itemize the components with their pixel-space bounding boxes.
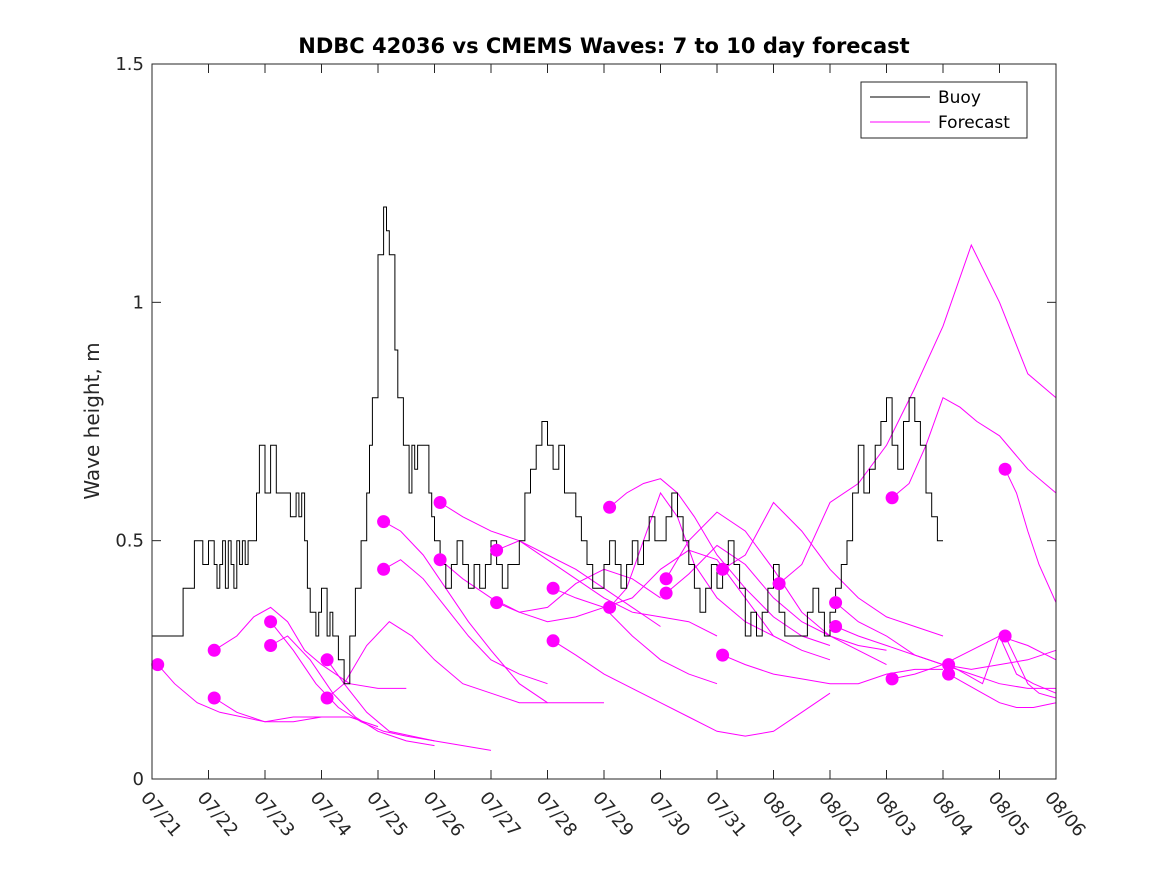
- y-tick-label: 0.5: [115, 531, 144, 552]
- forecast-start-marker-9: [377, 562, 391, 576]
- forecast-line-30: [1004, 635, 1057, 699]
- forecast-line-11: [439, 559, 661, 613]
- forecast-line-9: [383, 559, 548, 685]
- chart-title: NDBC 42036 vs CMEMS Waves: 7 to 10 day f…: [298, 34, 909, 58]
- y-tick-label: 1: [133, 292, 144, 313]
- forecast-line-12: [496, 540, 718, 637]
- forecast-start-marker-24: [829, 620, 843, 633]
- forecast-line-15: [552, 640, 831, 737]
- series-layer: [152, 206, 1057, 751]
- forecast-start-marker-1: [151, 658, 165, 672]
- forecast-start-marker-17: [603, 600, 617, 614]
- forecast-start-marker-10: [433, 496, 447, 509]
- forecast-start-marker-18: [659, 572, 673, 586]
- forecast-line-6: [326, 659, 492, 751]
- forecast-line-3: [213, 606, 407, 689]
- forecast-start-marker-5: [264, 639, 278, 652]
- y-tick-label: 1.5: [115, 54, 144, 75]
- forecast-start-marker-13: [490, 596, 504, 610]
- forecast-start-marker-11: [433, 553, 447, 567]
- forecast-start-marker-8: [377, 515, 391, 529]
- forecast-line-4: [270, 621, 435, 742]
- forecast-start-marker-26: [885, 672, 899, 686]
- y-tick-label: 0: [133, 769, 144, 790]
- forecast-start-marker-25: [885, 491, 899, 505]
- legend-label-forecast: Forecast: [938, 113, 1010, 133]
- forecast-start-marker-30: [998, 629, 1012, 643]
- legend: Buoy Forecast: [860, 81, 1028, 139]
- forecast-line-26: [891, 635, 1057, 680]
- y-axis-label: Wave height, m: [80, 342, 104, 499]
- forecast-start-marker-6: [320, 653, 334, 667]
- forecast-line-21: [722, 654, 943, 685]
- forecast-start-marker-29: [998, 462, 1012, 476]
- forecast-start-marker-4: [264, 615, 278, 629]
- forecast-start-marker-3: [207, 643, 221, 657]
- forecast-line-7: [326, 621, 548, 704]
- forecast-start-marker-21: [716, 648, 730, 662]
- forecast-start-marker-28: [942, 667, 956, 681]
- legend-label-buoy: Buoy: [938, 88, 981, 108]
- forecast-start-marker-14: [546, 581, 560, 595]
- forecast-line-29: [1004, 468, 1057, 603]
- marker-layer: [151, 462, 1012, 705]
- forecast-start-marker-2: [207, 691, 221, 705]
- forecast-start-marker-12: [490, 543, 504, 557]
- forecast-line-8: [383, 521, 604, 704]
- forecast-start-marker-7: [320, 691, 334, 705]
- forecast-line-14: [552, 549, 774, 637]
- forecast-line-22: [778, 243, 1057, 584]
- forecast-line-5: [270, 635, 435, 747]
- buoy-line: [152, 206, 943, 685]
- forecast-start-marker-19: [659, 586, 673, 600]
- forecast-start-marker-27: [942, 658, 956, 672]
- forecast-start-marker-16: [603, 500, 617, 514]
- legend-box: [860, 81, 1028, 139]
- forecast-line-16: [609, 478, 831, 646]
- forecast-line-25: [891, 396, 1057, 499]
- forecast-line-20: [722, 501, 944, 637]
- forecast-line-2: [213, 697, 379, 728]
- forecast-line-19: [665, 544, 887, 651]
- forecast-line-1: [157, 664, 322, 723]
- forecast-start-marker-20: [716, 562, 730, 576]
- forecast-line-28: [948, 673, 1057, 708]
- forecast-start-marker-22: [772, 577, 786, 591]
- forecast-start-marker-15: [546, 634, 560, 648]
- forecast-start-marker-23: [829, 596, 843, 610]
